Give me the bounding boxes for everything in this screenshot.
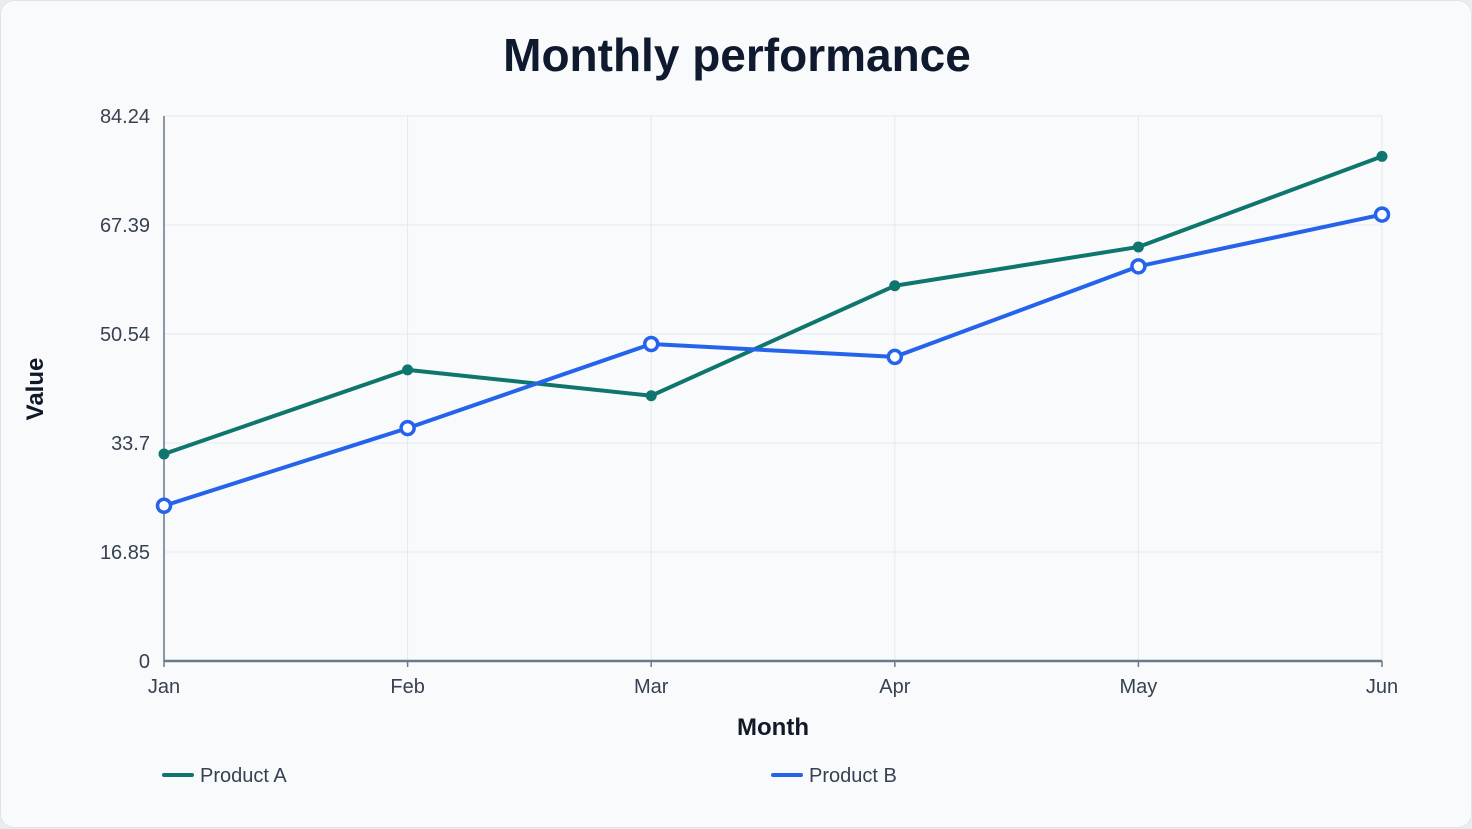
grid-lines (164, 115, 1383, 661)
data-point[interactable] (402, 364, 414, 376)
axes (163, 116, 1382, 663)
data-point[interactable] (1373, 206, 1391, 223)
series-layer (155, 150, 1391, 514)
x-tick-label: Jun (1366, 676, 1398, 698)
x-tick-label: May (1120, 676, 1158, 698)
data-point[interactable] (889, 280, 901, 292)
legend-item[interactable]: Product B (771, 765, 897, 787)
x-axis-ticks: Jan Feb Mar Apr May Jun (148, 661, 1398, 698)
y-axis-ticks: 0 16.85 33.7 50.54 67.39 84.24 (100, 106, 150, 673)
y-axis-title: Value (22, 358, 49, 421)
data-point[interactable] (1132, 241, 1144, 253)
y-tick-label: 16.85 (100, 542, 150, 564)
y-tick-label: 50.54 (100, 324, 150, 346)
x-tick-label: Mar (634, 676, 669, 698)
series-line (162, 154, 1384, 456)
data-point[interactable] (642, 335, 660, 353)
series-2 (155, 206, 1391, 514)
chart-title: Monthly performance (503, 29, 971, 81)
y-tick-label: 33.7 (111, 433, 150, 455)
data-point[interactable] (158, 448, 170, 460)
legend-item[interactable]: Product A (162, 765, 287, 787)
x-axis-title: Month (737, 714, 809, 741)
x-tick-label: Jan (148, 676, 180, 698)
series-line (162, 212, 1384, 508)
legend-label: Product B (809, 765, 897, 787)
series-1 (158, 150, 1388, 460)
y-tick-label: 0 (139, 651, 150, 673)
data-point[interactable] (155, 497, 173, 514)
x-tick-label: Feb (390, 676, 424, 698)
y-tick-label: 67.39 (100, 215, 150, 237)
y-tick-label: 84.24 (100, 106, 150, 128)
data-point[interactable] (399, 419, 416, 437)
legend-label: Product A (200, 765, 287, 787)
data-point[interactable] (1376, 150, 1388, 162)
data-point[interactable] (1130, 258, 1147, 275)
legend: Product A Product B (162, 765, 897, 787)
x-tick-label: Apr (879, 676, 910, 698)
data-point[interactable] (645, 390, 657, 402)
data-point[interactable] (886, 348, 904, 366)
